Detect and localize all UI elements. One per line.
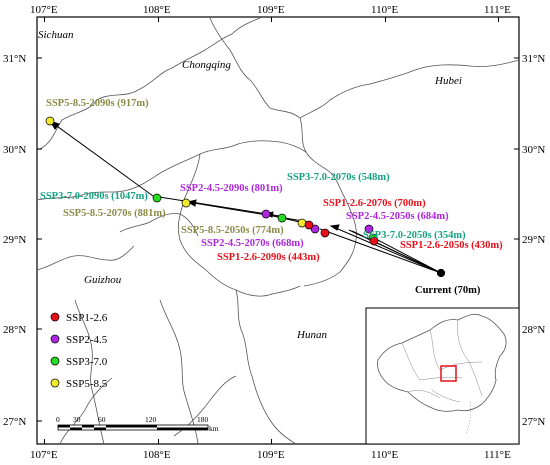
label-ssp126-2050s: SSP1-2.6-2050s (430m): [400, 240, 503, 251]
lon-tick-top-111: 111°E: [484, 4, 511, 16]
point-ssp126-2050s: [369, 236, 379, 246]
region-hunan: Hunan: [296, 329, 327, 341]
scale-tick-30: 30: [73, 415, 81, 424]
province-boundaries: [36, 17, 520, 445]
region-guizhou: Guizhou: [84, 274, 122, 286]
label-ssp370-2070s: SSP3-7.0-2070s (548m): [287, 172, 390, 183]
point-ssp245-2050s: [364, 224, 374, 234]
legend-swatch-ssp370: [50, 356, 60, 366]
lat-tick-right-29: 29°N: [522, 234, 545, 246]
distribution-points: [45, 116, 446, 278]
label-current: Current (70m): [415, 285, 481, 296]
label-ssp585-2090s: SSP5-8.5-2090s (917m): [46, 98, 149, 109]
point-ssp370-2090s: [152, 193, 162, 203]
scale-tick-0: 0: [56, 415, 60, 424]
lat-tick-left-27: 27°N: [3, 416, 26, 428]
scale-tick-120: 120: [145, 415, 157, 424]
inset-study-area-box: [440, 365, 457, 382]
scale-unit: km: [209, 424, 219, 433]
point-current: [436, 268, 446, 278]
legend-swatch-ssp245: [50, 334, 60, 344]
lon-tick-top-109: 109°E: [257, 4, 285, 16]
point-ssp126-2070s: [304, 220, 314, 230]
point-ssp245-2090s: [261, 209, 271, 219]
label-ssp126-2090s: SSP1-2.6-2090s (443m): [217, 252, 320, 263]
point-ssp370-2070s: [277, 213, 287, 223]
lon-tick-bottom-107: 107°E: [30, 449, 58, 461]
region-hubei: Hubei: [434, 75, 462, 87]
scale-bar: 0 30 60 120 180 km: [56, 415, 219, 433]
lon-tick-bottom-109: 109°E: [257, 449, 285, 461]
label-ssp585-2070s: SSP5-8.5-2070s (881m): [63, 208, 166, 219]
label-ssp585-2050s: SSP5-8.5-2050s (774m): [181, 225, 284, 236]
lon-tick-top-110: 110°E: [371, 4, 398, 16]
label-ssp370-2090s: SSP3-7.0-2090s (1047m): [40, 191, 148, 202]
region-chongqing: Chongqing: [182, 59, 231, 71]
lat-tick-left-29: 29°N: [3, 234, 26, 246]
lat-tick-left-30: 30°N: [3, 144, 26, 156]
label-ssp245-2090s: SSP2-4.5-2090s (801m): [180, 183, 283, 194]
label-ssp370-2050s: SSP3-7.0-2050s (354m): [363, 230, 466, 241]
lon-tick-bottom-111: 111°E: [484, 449, 511, 461]
lat-tick-right-30: 30°N: [522, 144, 545, 156]
lat-tick-right-31: 31°N: [522, 53, 545, 65]
inset-map-china: [365, 307, 520, 445]
point-ssp245-2070s: [310, 224, 320, 234]
scale-tick-180: 180: [197, 415, 209, 424]
region-sichuan: Sichuan: [38, 29, 74, 41]
lon-tick-top-108: 108°E: [143, 4, 171, 16]
point-ssp585-2070s: [181, 198, 191, 208]
lon-tick-bottom-108: 108°E: [143, 449, 171, 461]
lat-tick-left-28: 28°N: [3, 324, 26, 336]
lat-tick-left-31: 31°N: [3, 53, 26, 65]
lat-tick-right-28: 28°N: [522, 324, 545, 336]
lon-tick-top-107: 107°E: [30, 4, 58, 16]
label-ssp126-2070s: SSP1-2.6-2070s (700m): [323, 198, 426, 209]
legend-label-ssp245: SSP2-4.5: [66, 334, 108, 346]
legend-label-ssp585: SSP5-8.5: [66, 378, 108, 390]
legend-label-ssp126: SSP1-2.6: [66, 312, 108, 324]
lon-tick-bottom-110: 110°E: [371, 449, 398, 461]
lat-tick-right-27: 27°N: [522, 416, 545, 428]
point-ssp585-2090s: [45, 116, 55, 126]
label-ssp245-2050s: SSP2-4.5-2050s (684m): [346, 211, 449, 222]
legend: SSP1-2.6 SSP2-4.5 SSP3-7.0 SSP5-8.5: [50, 312, 108, 390]
point-ssp126-2090s: [320, 228, 330, 238]
scale-tick-60: 60: [98, 415, 106, 424]
label-ssp245-2070s: SSP2-4.5-2070s (668m): [201, 238, 304, 249]
legend-label-ssp370: SSP3-7.0: [66, 356, 108, 368]
legend-swatch-ssp585: [50, 378, 60, 388]
legend-swatch-ssp126: [50, 312, 60, 322]
